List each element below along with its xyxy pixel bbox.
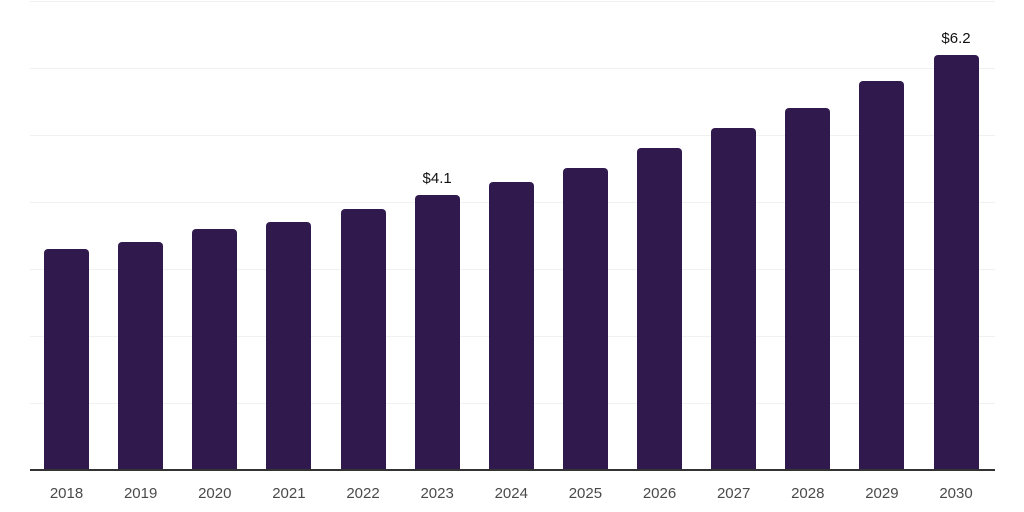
x-axis-tick-label-2027: 2027 — [716, 485, 751, 502]
x-axis-tick-label-2020: 2020 — [198, 485, 232, 502]
bar-2024 — [488, 182, 534, 470]
x-axis-tick-label-2030: 2030 — [939, 485, 973, 502]
x-axis-tick-label-2029: 2029 — [865, 485, 899, 502]
bar-2020 — [192, 229, 238, 470]
bar-2025 — [562, 168, 608, 470]
x-axis-tick-label-2019: 2019 — [123, 485, 158, 502]
gridline — [30, 135, 995, 136]
value-label-2023: $4.1 — [422, 170, 452, 187]
x-axis-line — [30, 469, 995, 471]
x-axis-tick-label-2022: 2022 — [346, 485, 380, 502]
x-axis-tick-label-2021: 2021 — [272, 485, 306, 502]
x-axis-tick-label-2018: 2018 — [49, 485, 84, 502]
bar-2022 — [340, 209, 386, 470]
bar-2019 — [118, 242, 164, 470]
bar-2018 — [44, 249, 89, 470]
bar-2028 — [785, 108, 831, 470]
gridline — [30, 1, 995, 2]
bar-2027 — [711, 128, 757, 470]
x-axis-tick-label-2026: 2026 — [642, 485, 677, 502]
bar-2029 — [859, 81, 905, 470]
value-label-2030: $6.2 — [941, 30, 971, 47]
x-axis-tick-label-2025: 2025 — [568, 485, 603, 502]
gridline — [30, 68, 995, 69]
x-axis-tick-label-2024: 2024 — [494, 485, 528, 502]
bar-2021 — [266, 222, 312, 470]
bar-2023 — [414, 195, 460, 470]
bar-2026 — [637, 148, 682, 470]
x-axis-tick-label-2023: 2023 — [420, 485, 454, 502]
x-axis-tick-label-2028: 2028 — [791, 485, 825, 502]
bar-2030 — [933, 55, 979, 470]
